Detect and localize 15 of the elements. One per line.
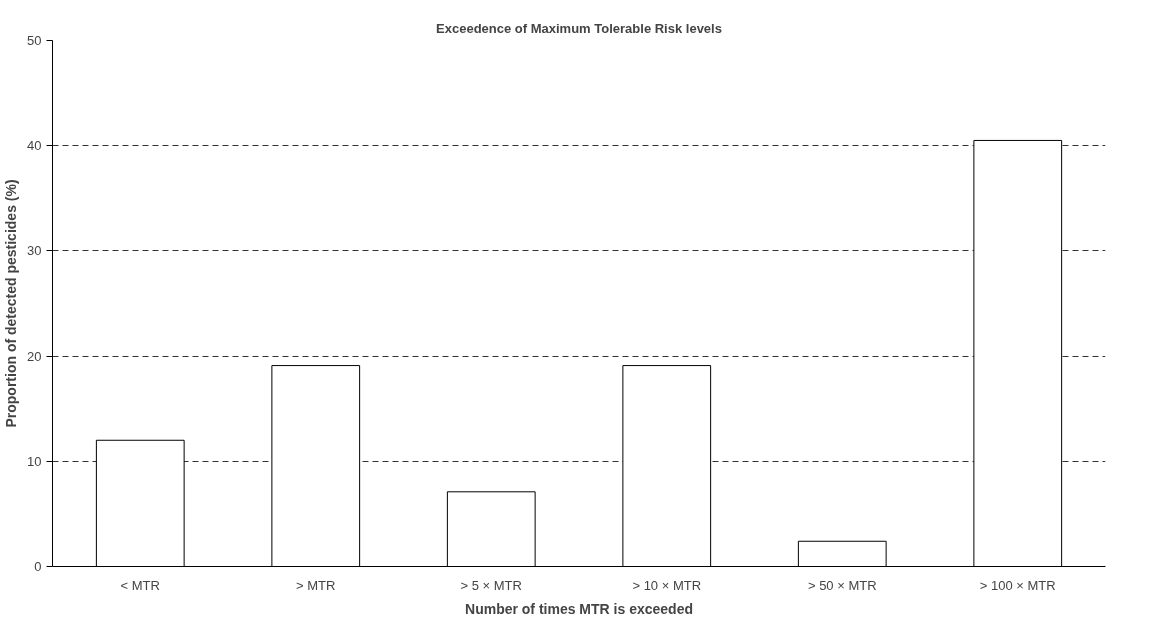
x-axis-title: Number of times MTR is exceeded (465, 600, 693, 617)
x-tick-label: > 100 × MTR (979, 577, 1056, 593)
y-tick-label: 50 (27, 33, 42, 48)
x-tick-label: > 5 × MTR (460, 577, 522, 593)
x-tick-label: > 10 × MTR (632, 577, 702, 593)
y-tick-label: 40 (27, 138, 42, 154)
x-tick-label: > 50 × MTR (807, 577, 877, 593)
y-tick-label: 20 (27, 348, 42, 364)
y-axis-title: Proportion of detected pesticides (%) (3, 179, 20, 428)
chart-title: Exceedence of Maximum Tolerable Risk levels (436, 20, 722, 36)
y-tick-label: 30 (27, 243, 42, 259)
x-tick-label: < MTR (120, 577, 160, 593)
x-tick-label: > MTR (296, 577, 336, 593)
y-tick-label: 0 (34, 559, 42, 574)
y-tick-label: 10 (27, 453, 42, 469)
